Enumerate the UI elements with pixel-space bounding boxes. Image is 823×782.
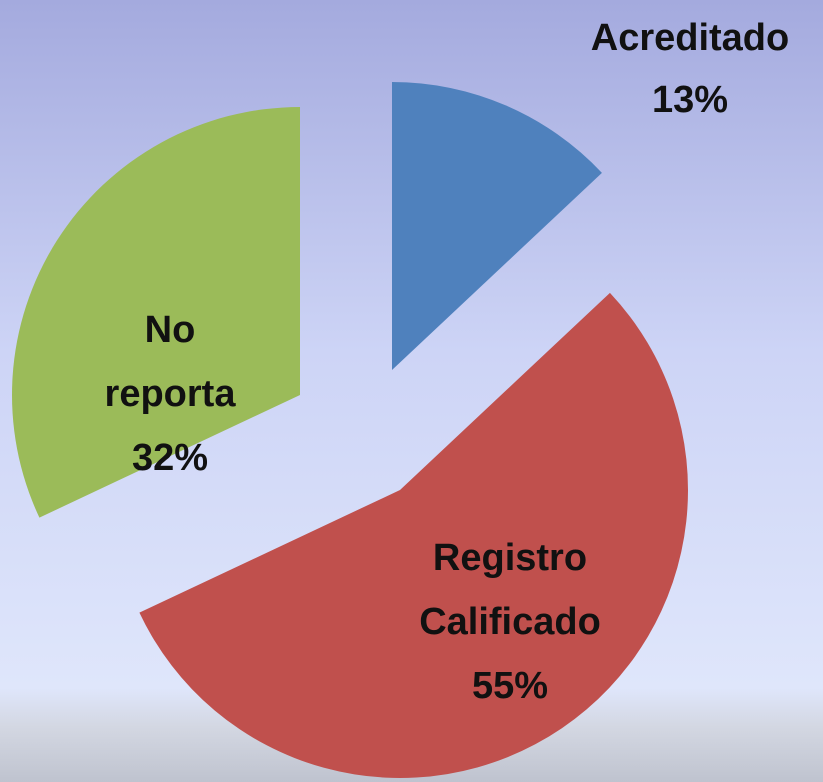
pie-slice: [139, 292, 689, 778]
slice-value-label: 32%: [132, 437, 208, 479]
slice-value-label: 13%: [652, 79, 728, 121]
slice-label: Acreditado: [591, 17, 789, 59]
pie-slice: [392, 82, 602, 370]
slice-value-label: 55%: [472, 665, 548, 707]
pie-slice: [11, 107, 300, 518]
slice-label: No reporta: [105, 309, 237, 415]
slice-label: Registro Calificado: [419, 537, 601, 643]
